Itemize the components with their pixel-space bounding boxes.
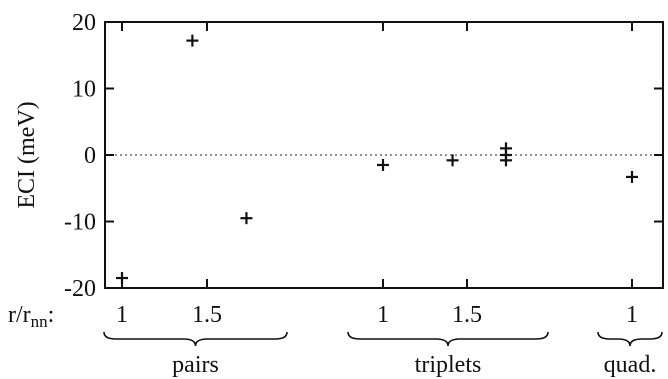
data-point [116, 272, 128, 285]
data-point [240, 212, 253, 225]
group-label: pairs [172, 352, 219, 378]
y-axis-label: ECI (meV) [14, 101, 40, 208]
y-tick-label: -10 [64, 210, 96, 236]
y-tick-label: 0 [84, 143, 96, 169]
y-tick-label: -20 [64, 276, 96, 302]
group-brace [347, 331, 549, 347]
x-row-label: r/rnn: [8, 302, 54, 331]
group-brace [597, 331, 663, 347]
y-tick-label: 10 [72, 77, 96, 103]
group-label: triplets [415, 352, 482, 378]
x-tick-label: 1 [626, 302, 638, 328]
group-brace [103, 331, 288, 347]
data-point [186, 34, 199, 47]
y-tick-label: 20 [72, 10, 96, 36]
data-point [499, 154, 512, 167]
x-tick-label: 1.5 [192, 302, 222, 328]
x-tick-label: 1.5 [452, 302, 482, 328]
data-point [446, 154, 459, 167]
data-point [626, 170, 638, 183]
plot-frame [104, 21, 664, 289]
x-tick-label: 1 [377, 302, 389, 328]
data-point [377, 158, 389, 171]
group-label: quad. [604, 352, 657, 378]
x-tick-label: 1 [116, 302, 128, 328]
